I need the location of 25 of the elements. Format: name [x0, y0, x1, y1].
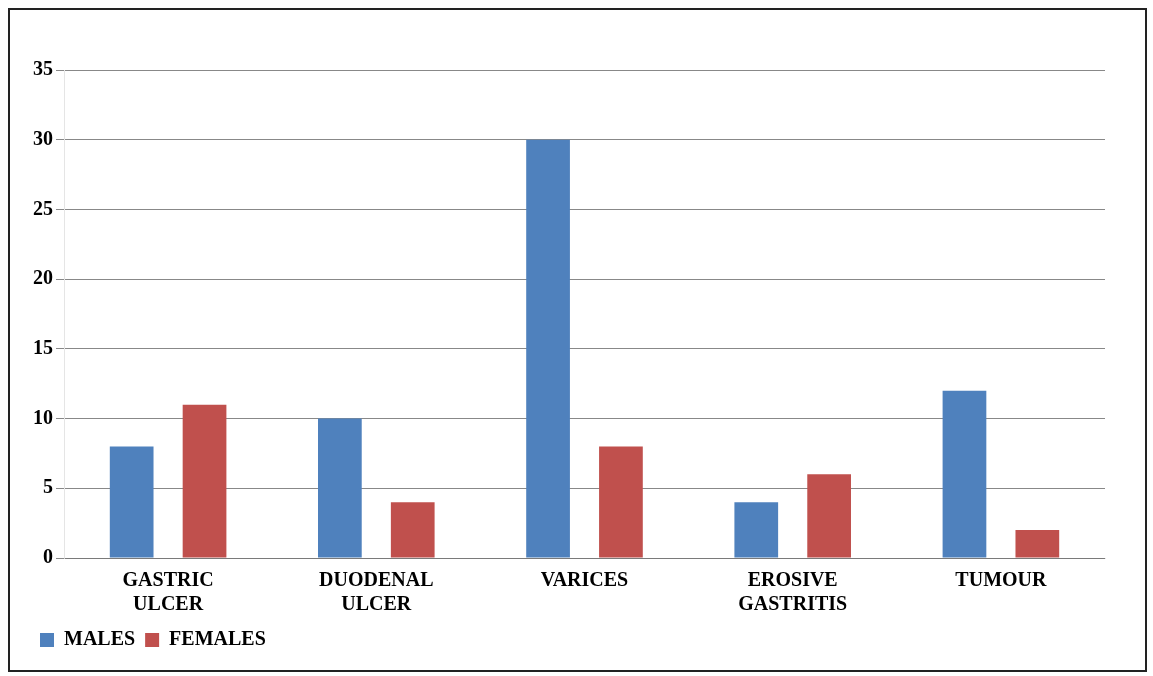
y-tick-label: 0 — [43, 545, 53, 568]
bar — [807, 474, 851, 558]
bar — [942, 390, 987, 558]
y-tick-label: 5 — [43, 475, 53, 498]
legend-label: MALES — [64, 627, 136, 650]
bar — [109, 446, 154, 558]
bar — [526, 139, 570, 558]
x-tick-label: DUODENAL ULCER — [319, 568, 434, 615]
bar — [1015, 530, 1060, 558]
x-tick-label: TUMOUR — [955, 568, 1048, 591]
y-tick-label: 20 — [33, 266, 53, 289]
legend-label: FEMALES — [169, 627, 266, 650]
y-tick-label: 35 — [33, 57, 53, 80]
bar — [734, 502, 779, 558]
bar — [390, 502, 435, 558]
x-tick-label: EROSIVE GASTRITIS — [738, 568, 848, 615]
y-tick-label: 15 — [33, 336, 53, 359]
bar — [182, 404, 227, 558]
bar — [318, 418, 362, 558]
y-tick-label: 10 — [33, 405, 53, 428]
bar — [599, 446, 643, 558]
y-tick-label: 25 — [33, 196, 53, 219]
y-tick-label: 30 — [33, 126, 53, 149]
x-tick-label: GASTRIC ULCER — [122, 568, 214, 615]
x-tick-label: VARICES — [540, 568, 629, 591]
